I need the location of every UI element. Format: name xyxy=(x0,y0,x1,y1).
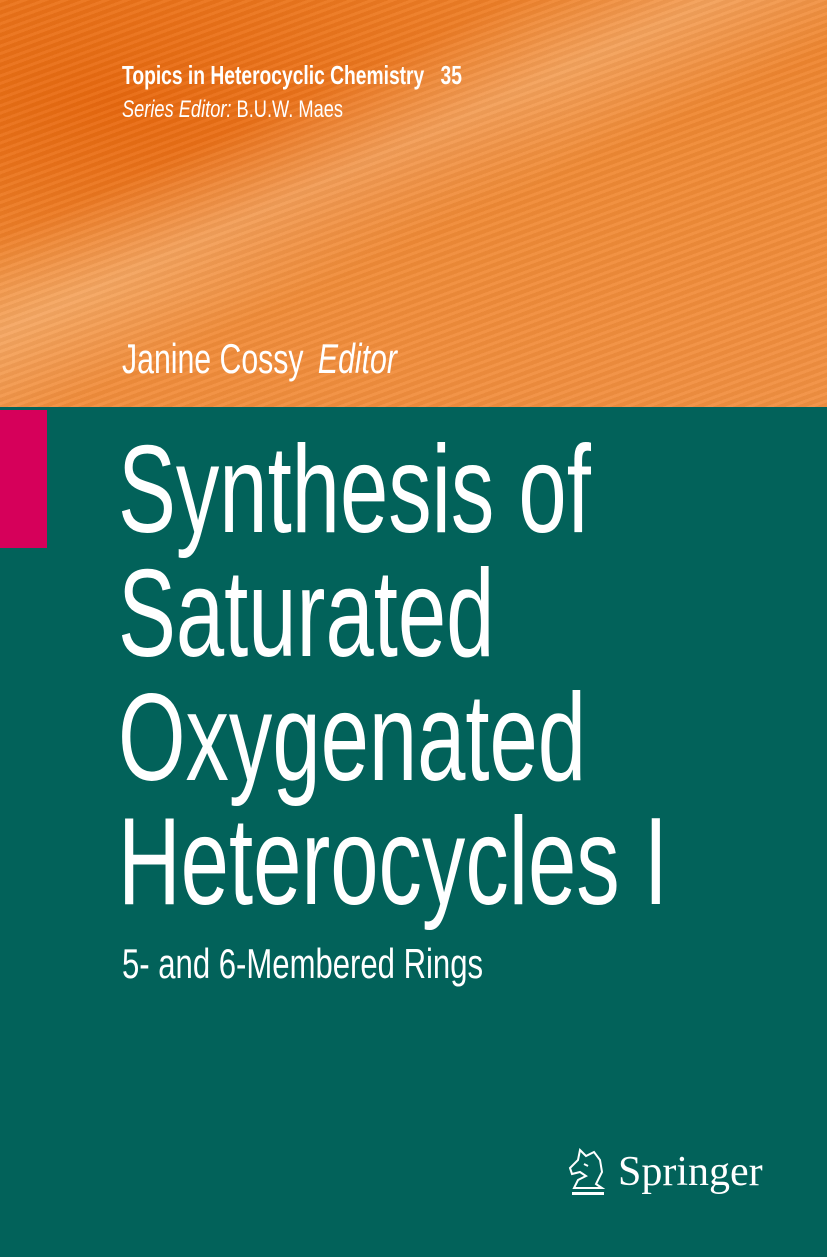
title-line: Synthesis of xyxy=(118,421,591,559)
cover-top-band xyxy=(0,0,827,407)
series-volume: 35 xyxy=(440,60,462,90)
springer-horse-logo-icon xyxy=(568,1147,606,1195)
title-line: Saturated xyxy=(118,545,495,683)
cover-bottom-band xyxy=(0,407,827,1257)
series-title: Topics in Heterocyclic Chemistry 35 xyxy=(122,60,581,91)
title-line: Heterocycles I xyxy=(118,793,668,931)
author-name: Janine Cossy xyxy=(122,335,304,382)
book-subtitle: 5- and 6-Membered Rings xyxy=(122,940,610,988)
series-editor-label: Series Editor: xyxy=(122,96,232,123)
subtitle-text: 5- and 6-Membered Rings xyxy=(122,940,484,987)
publisher-logo: Springer xyxy=(566,1146,763,1198)
book-title: Synthesis of Saturated Oxygenated Hetero… xyxy=(118,428,827,924)
series-editor: Series Editor: B.U.W. Maes xyxy=(122,96,413,124)
accent-bar xyxy=(0,410,47,548)
author-role: Editor xyxy=(317,335,397,382)
author: Janine Cossy Editor xyxy=(122,335,504,383)
series-editor-name: B.U.W. Maes xyxy=(236,96,343,123)
title-line: Oxygenated xyxy=(118,669,587,807)
publisher-name: Springer xyxy=(618,1149,763,1195)
series-name: Topics in Heterocyclic Chemistry xyxy=(122,60,425,90)
